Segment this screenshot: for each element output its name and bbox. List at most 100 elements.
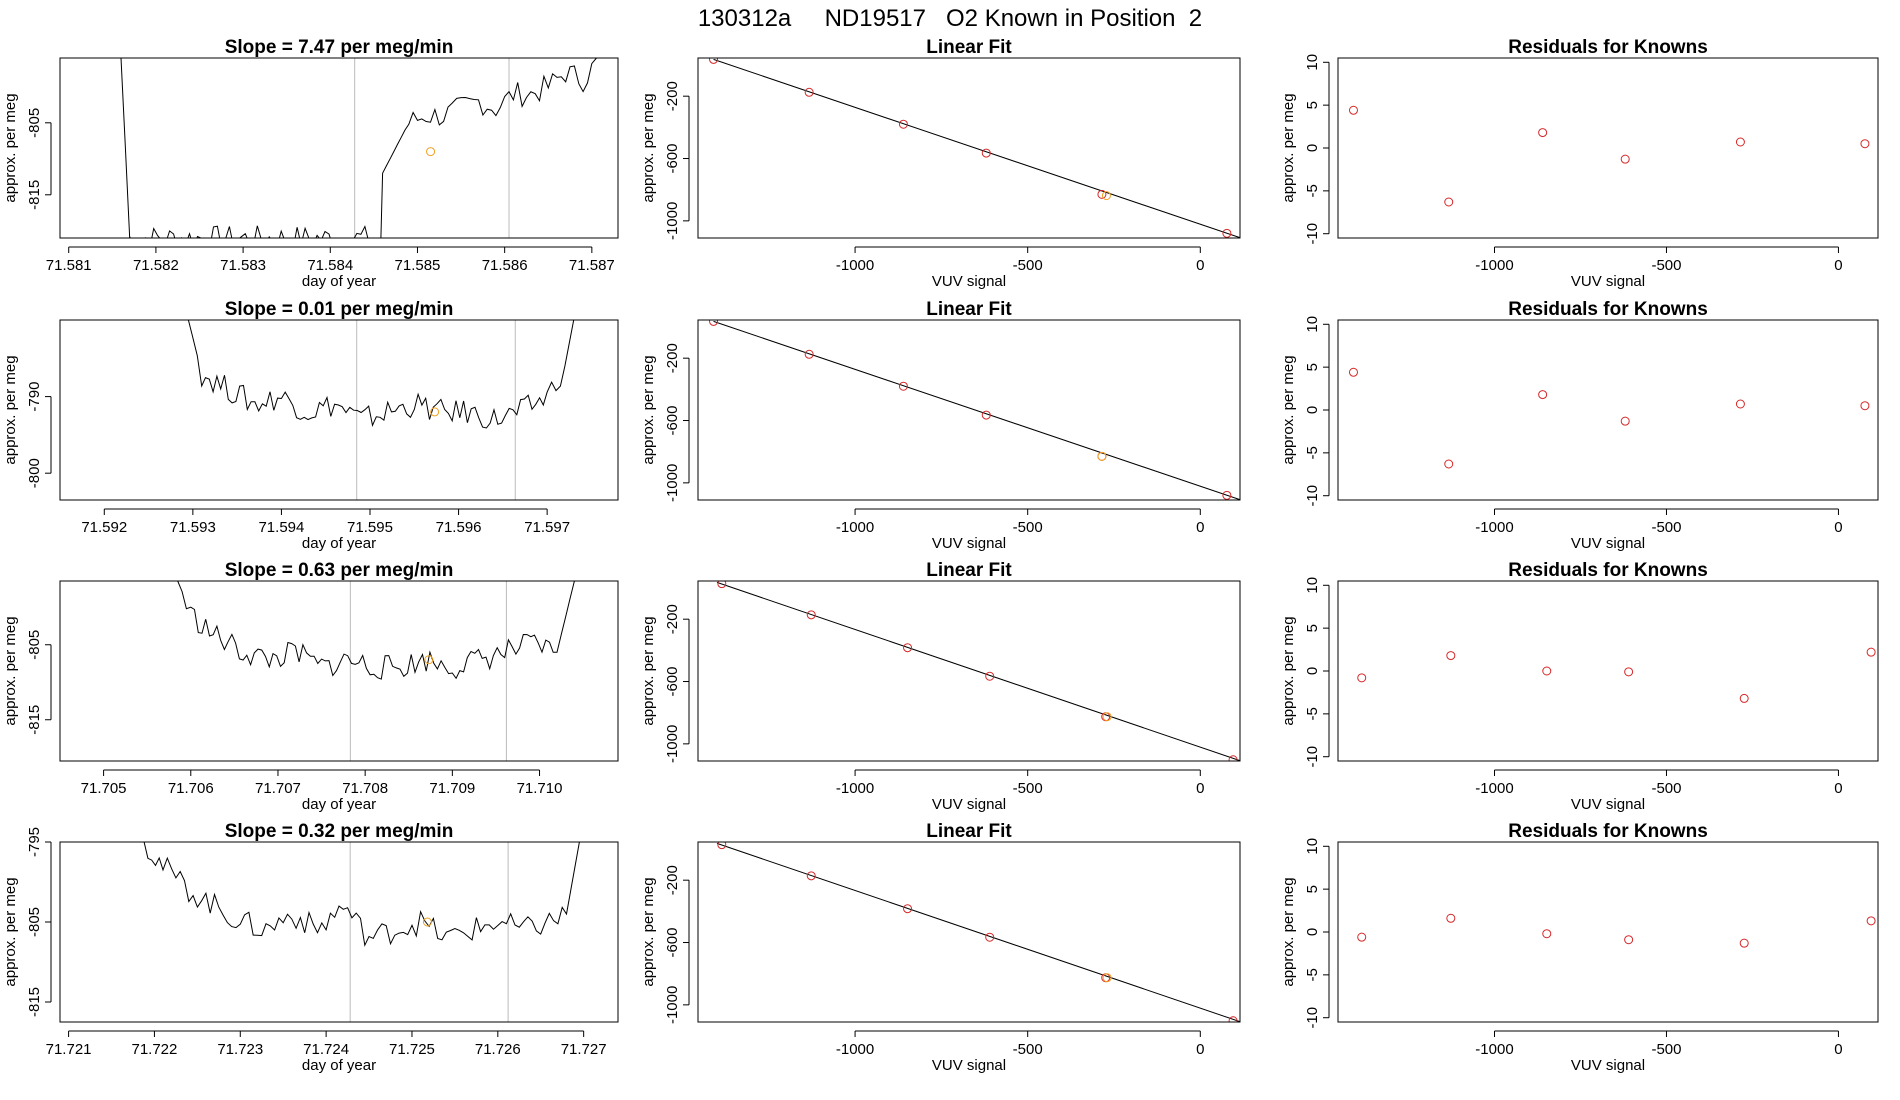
plot-area bbox=[120, 58, 610, 238]
x-tick-label: 71.597 bbox=[524, 519, 570, 536]
figure-title: 130312a ND19517 O2 Known in Position 2 bbox=[698, 5, 1202, 32]
panel-title: Linear Fit bbox=[926, 37, 1012, 58]
data-point bbox=[903, 904, 913, 914]
plot-frame bbox=[59, 57, 619, 239]
data-point bbox=[1444, 197, 1454, 207]
series-line-1 bbox=[177, 581, 575, 680]
x-tick-label: 0 bbox=[1834, 519, 1842, 536]
panel-linear-fit-1: Linear Fit -1000 -500 0 VUV signal -200 -600 -1… bbox=[640, 37, 1241, 290]
x-axis-label: VUV signal bbox=[1571, 796, 1645, 813]
panel-title: Residuals for Knowns bbox=[1508, 560, 1708, 581]
panel-title: Slope = 0.32 per meg/min bbox=[225, 821, 454, 842]
x-tick-label: 71.592 bbox=[81, 519, 127, 536]
panel-title: Slope = 0.01 per meg/min bbox=[225, 299, 454, 320]
x-tick-label: 71.593 bbox=[170, 519, 216, 536]
panel-title: Slope = 0.63 per meg/min bbox=[225, 560, 454, 581]
plot-area bbox=[1348, 105, 1870, 207]
data-point bbox=[1860, 139, 1870, 149]
y-axis-label: approx. per meg bbox=[640, 877, 657, 986]
x-tick-label: -1000 bbox=[836, 1041, 874, 1058]
data-point bbox=[804, 349, 814, 359]
plot-frame bbox=[1337, 319, 1879, 501]
data-point bbox=[898, 119, 908, 129]
data-point bbox=[1542, 929, 1552, 939]
data-point bbox=[1348, 367, 1358, 377]
y-tick-label: -10 bbox=[1304, 223, 1321, 245]
x-tick-label: 71.587 bbox=[569, 257, 615, 274]
data-point bbox=[806, 871, 816, 881]
y-axis-label: approx. per meg bbox=[640, 93, 657, 202]
series-line-1 bbox=[120, 58, 610, 238]
y-tick-label: 10 bbox=[1304, 577, 1321, 594]
x-tick-label: 71.721 bbox=[46, 1041, 92, 1058]
x-tick-label: -1000 bbox=[836, 780, 874, 797]
y-tick-label: 5 bbox=[1304, 885, 1321, 893]
x-tick-label: 0 bbox=[1834, 1041, 1842, 1058]
x-axis-label: VUV signal bbox=[932, 273, 1006, 290]
plot-area bbox=[716, 842, 1240, 1022]
plot-frame bbox=[59, 841, 619, 1023]
plot-frame bbox=[697, 57, 1241, 239]
y-tick-label: -5 bbox=[1304, 184, 1321, 197]
plot-frame bbox=[1337, 580, 1879, 762]
y-tick-label: 0 bbox=[1304, 667, 1321, 675]
x-tick-label: 71.582 bbox=[133, 257, 179, 274]
y-tick-label: -815 bbox=[26, 987, 43, 1017]
x-tick-label: 71.722 bbox=[131, 1041, 177, 1058]
data-point bbox=[1446, 651, 1456, 661]
data-point bbox=[1620, 416, 1630, 426]
plot-frame bbox=[1337, 841, 1879, 1023]
x-tick-label: 71.725 bbox=[389, 1041, 435, 1058]
x-tick-label: 0 bbox=[1834, 257, 1842, 274]
plot-area bbox=[1348, 367, 1870, 469]
x-tick-label: 71.585 bbox=[395, 257, 441, 274]
x-tick-label: 71.726 bbox=[475, 1041, 521, 1058]
data-point bbox=[709, 58, 719, 64]
highlight-point bbox=[1102, 973, 1112, 983]
plot-frame bbox=[697, 580, 1241, 762]
y-tick-label: -1000 bbox=[664, 202, 681, 240]
panel-title: Residuals for Knowns bbox=[1508, 821, 1708, 842]
panel-timeseries-2: Slope = 0.01 per meg/min 71.592 71.593 71.5… bbox=[2, 299, 619, 552]
data-point bbox=[1624, 667, 1634, 677]
x-tick-label: -1000 bbox=[836, 519, 874, 536]
panel-grid: Slope = 7.47 per meg/min 71.581 71.582 71.5… bbox=[2, 37, 1879, 1074]
data-point bbox=[1444, 459, 1454, 469]
y-tick-label: 5 bbox=[1304, 624, 1321, 632]
data-point bbox=[1228, 755, 1238, 761]
y-tick-label: -200 bbox=[664, 865, 681, 895]
y-tick-label: -1000 bbox=[664, 464, 681, 502]
data-point bbox=[1620, 154, 1630, 164]
data-point bbox=[1542, 666, 1552, 676]
fit-line bbox=[713, 320, 1240, 500]
x-tick-label: 71.709 bbox=[429, 780, 475, 797]
panel-title: Linear Fit bbox=[926, 560, 1012, 581]
y-tick-label: -10 bbox=[1304, 746, 1321, 768]
x-tick-label: -500 bbox=[1013, 519, 1043, 536]
x-axis-label: VUV signal bbox=[932, 1057, 1006, 1074]
x-tick-label: 71.723 bbox=[217, 1041, 263, 1058]
x-tick-label: -500 bbox=[1013, 780, 1043, 797]
x-tick-label: 71.724 bbox=[303, 1041, 349, 1058]
data-point bbox=[1097, 189, 1107, 199]
y-tick-label: 10 bbox=[1304, 316, 1321, 333]
y-axis-label: approx. per meg bbox=[2, 355, 19, 464]
y-tick-label: -200 bbox=[664, 604, 681, 634]
y-axis-label: approx. per meg bbox=[640, 355, 657, 464]
y-tick-label: -815 bbox=[26, 180, 43, 210]
plot-area bbox=[187, 320, 575, 500]
panel-timeseries-4: Slope = 0.32 per meg/min 71.721 71.722 71.7… bbox=[2, 821, 619, 1074]
data-point bbox=[806, 610, 816, 620]
plot-area bbox=[709, 58, 1240, 238]
data-point bbox=[903, 643, 913, 653]
y-tick-label: -600 bbox=[664, 406, 681, 436]
data-point bbox=[1866, 916, 1876, 926]
y-tick-label: -1000 bbox=[664, 725, 681, 763]
x-tick-label: 71.594 bbox=[258, 519, 304, 536]
x-tick-label: -500 bbox=[1013, 1041, 1043, 1058]
x-tick-label: 71.583 bbox=[220, 257, 266, 274]
y-tick-label: 0 bbox=[1304, 928, 1321, 936]
x-axis-label: VUV signal bbox=[932, 796, 1006, 813]
highlight-point bbox=[424, 655, 434, 665]
x-axis-label: VUV signal bbox=[932, 535, 1006, 552]
